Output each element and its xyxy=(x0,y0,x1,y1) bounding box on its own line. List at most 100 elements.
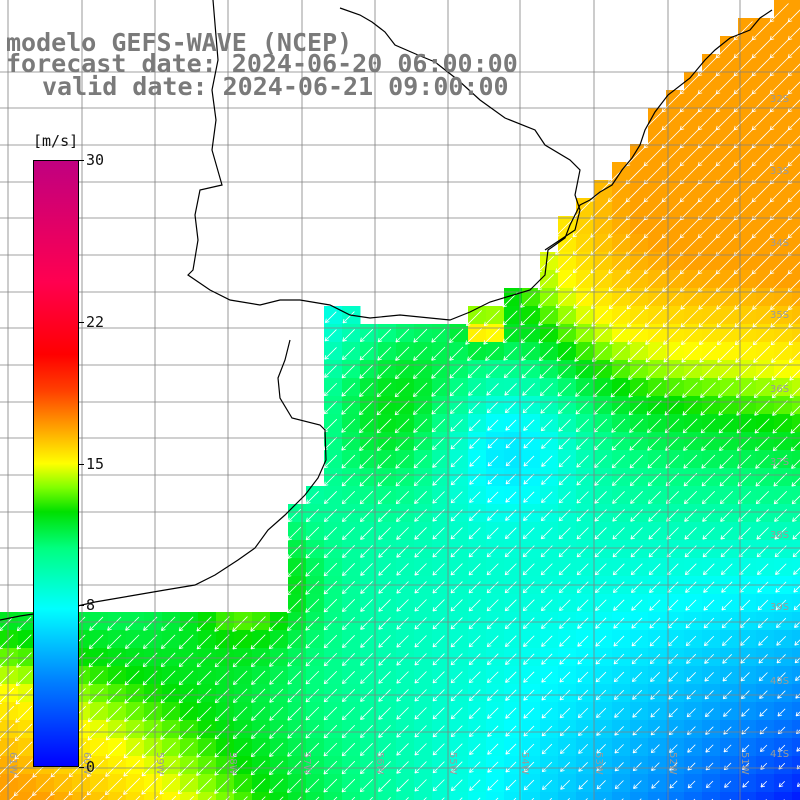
wind-arrow xyxy=(610,400,626,416)
wind-arrow xyxy=(575,400,590,415)
wind-arrow xyxy=(469,743,481,755)
wind-arrow xyxy=(505,473,517,485)
wind-arrow xyxy=(787,153,800,167)
wind-arrow xyxy=(679,147,699,167)
wind-arrow xyxy=(360,581,373,594)
wind-arrow xyxy=(341,653,355,667)
speed-cell xyxy=(792,144,800,163)
speed-cell xyxy=(792,774,800,793)
wind-arrow xyxy=(556,328,572,344)
wind-arrow xyxy=(341,778,356,793)
wind-arrow xyxy=(360,599,373,612)
wind-arrow xyxy=(358,418,374,434)
wind-arrow xyxy=(376,382,392,398)
wind-arrow xyxy=(469,437,481,449)
wind-arrow xyxy=(596,707,607,718)
wind-arrow xyxy=(449,364,464,379)
wind-arrow xyxy=(414,563,427,576)
wind-arrow xyxy=(171,795,177,800)
wind-arrow xyxy=(679,219,699,239)
wind-arrow xyxy=(702,527,715,540)
speed-cell xyxy=(792,612,800,631)
wind-arrow xyxy=(792,531,800,540)
wind-arrow xyxy=(359,364,374,379)
speed-cell xyxy=(792,630,800,649)
wind-arrow xyxy=(682,418,698,434)
colorbar-tick-mark xyxy=(79,160,84,161)
wind-arrow xyxy=(305,580,320,595)
speed-cell xyxy=(288,792,307,800)
wind-arrow xyxy=(754,418,770,434)
wind-arrow xyxy=(648,527,661,540)
wind-arrow xyxy=(324,347,337,360)
wind-arrow xyxy=(196,634,212,650)
wind-arrow xyxy=(487,779,499,791)
wind-arrow xyxy=(135,795,141,800)
speed-cell xyxy=(540,792,559,800)
speed-cell xyxy=(180,792,199,800)
wind-arrow xyxy=(287,742,302,757)
wind-arrow xyxy=(27,795,33,800)
speed-cell xyxy=(792,288,800,307)
wind-arrow xyxy=(733,111,753,131)
wind-arrow xyxy=(286,598,302,614)
wind-arrow xyxy=(377,364,392,379)
wind-arrow xyxy=(751,93,771,113)
wind-arrow xyxy=(341,509,355,523)
wind-arrow xyxy=(697,255,717,275)
wind-arrow xyxy=(414,671,427,684)
wind-arrow xyxy=(486,671,499,684)
wind-arrow xyxy=(632,708,642,718)
speed-cell xyxy=(792,702,800,721)
wind-arrow xyxy=(751,183,771,203)
wind-arrow xyxy=(487,707,499,719)
lon-label: 54W xyxy=(519,752,530,775)
wind-arrow xyxy=(523,743,535,755)
colorbar-tick-label: 15 xyxy=(86,454,105,473)
wind-arrow xyxy=(594,527,607,540)
speed-cell xyxy=(54,792,73,800)
wind-arrow xyxy=(769,147,789,167)
wind-arrow xyxy=(715,75,735,95)
wind-arrow xyxy=(505,419,517,431)
wind-arrow xyxy=(378,581,391,594)
wind-arrow xyxy=(450,581,463,594)
wind-arrow xyxy=(631,671,643,683)
wind-arrow xyxy=(611,418,626,433)
wind-arrow xyxy=(232,616,248,632)
wind-arrow xyxy=(704,708,714,718)
wind-arrow xyxy=(679,273,699,293)
wind-arrow xyxy=(541,635,553,647)
wind-arrow xyxy=(505,725,517,737)
wind-arrow xyxy=(487,473,499,485)
speed-cell xyxy=(396,792,415,800)
wind-arrow xyxy=(324,311,337,324)
wind-arrow xyxy=(643,255,663,275)
wind-arrow xyxy=(629,436,644,451)
wind-arrow xyxy=(541,473,553,485)
lon-label: 56W xyxy=(374,752,385,775)
wind-arrow xyxy=(450,455,463,468)
wind-arrow xyxy=(751,75,771,95)
wind-arrow xyxy=(214,742,230,758)
wind-arrow xyxy=(794,639,800,646)
wind-arrow xyxy=(413,346,428,361)
wind-arrow xyxy=(684,527,697,540)
model-title: modelo GEFS-WAVE (NCEP) xyxy=(6,28,353,57)
wind-arrow xyxy=(649,635,661,647)
wind-arrow xyxy=(486,653,499,666)
grid-labels: 32S 33S 34S 35S 36S 37S 38S 39S 40S 41S 61W 60W 59W 5… xyxy=(7,94,789,775)
speed-cell xyxy=(522,792,541,800)
wind-arrow xyxy=(324,329,337,342)
wind-arrow xyxy=(523,761,535,773)
wind-arrow xyxy=(396,509,409,522)
wind-arrow xyxy=(594,563,607,576)
wind-arrow xyxy=(523,725,535,737)
wind-arrow xyxy=(537,274,554,291)
wind-arrow xyxy=(720,563,733,576)
wind-arrow xyxy=(679,183,699,203)
wind-arrow xyxy=(625,183,645,203)
speed-cell xyxy=(792,684,800,703)
wind-arrow xyxy=(698,291,717,310)
